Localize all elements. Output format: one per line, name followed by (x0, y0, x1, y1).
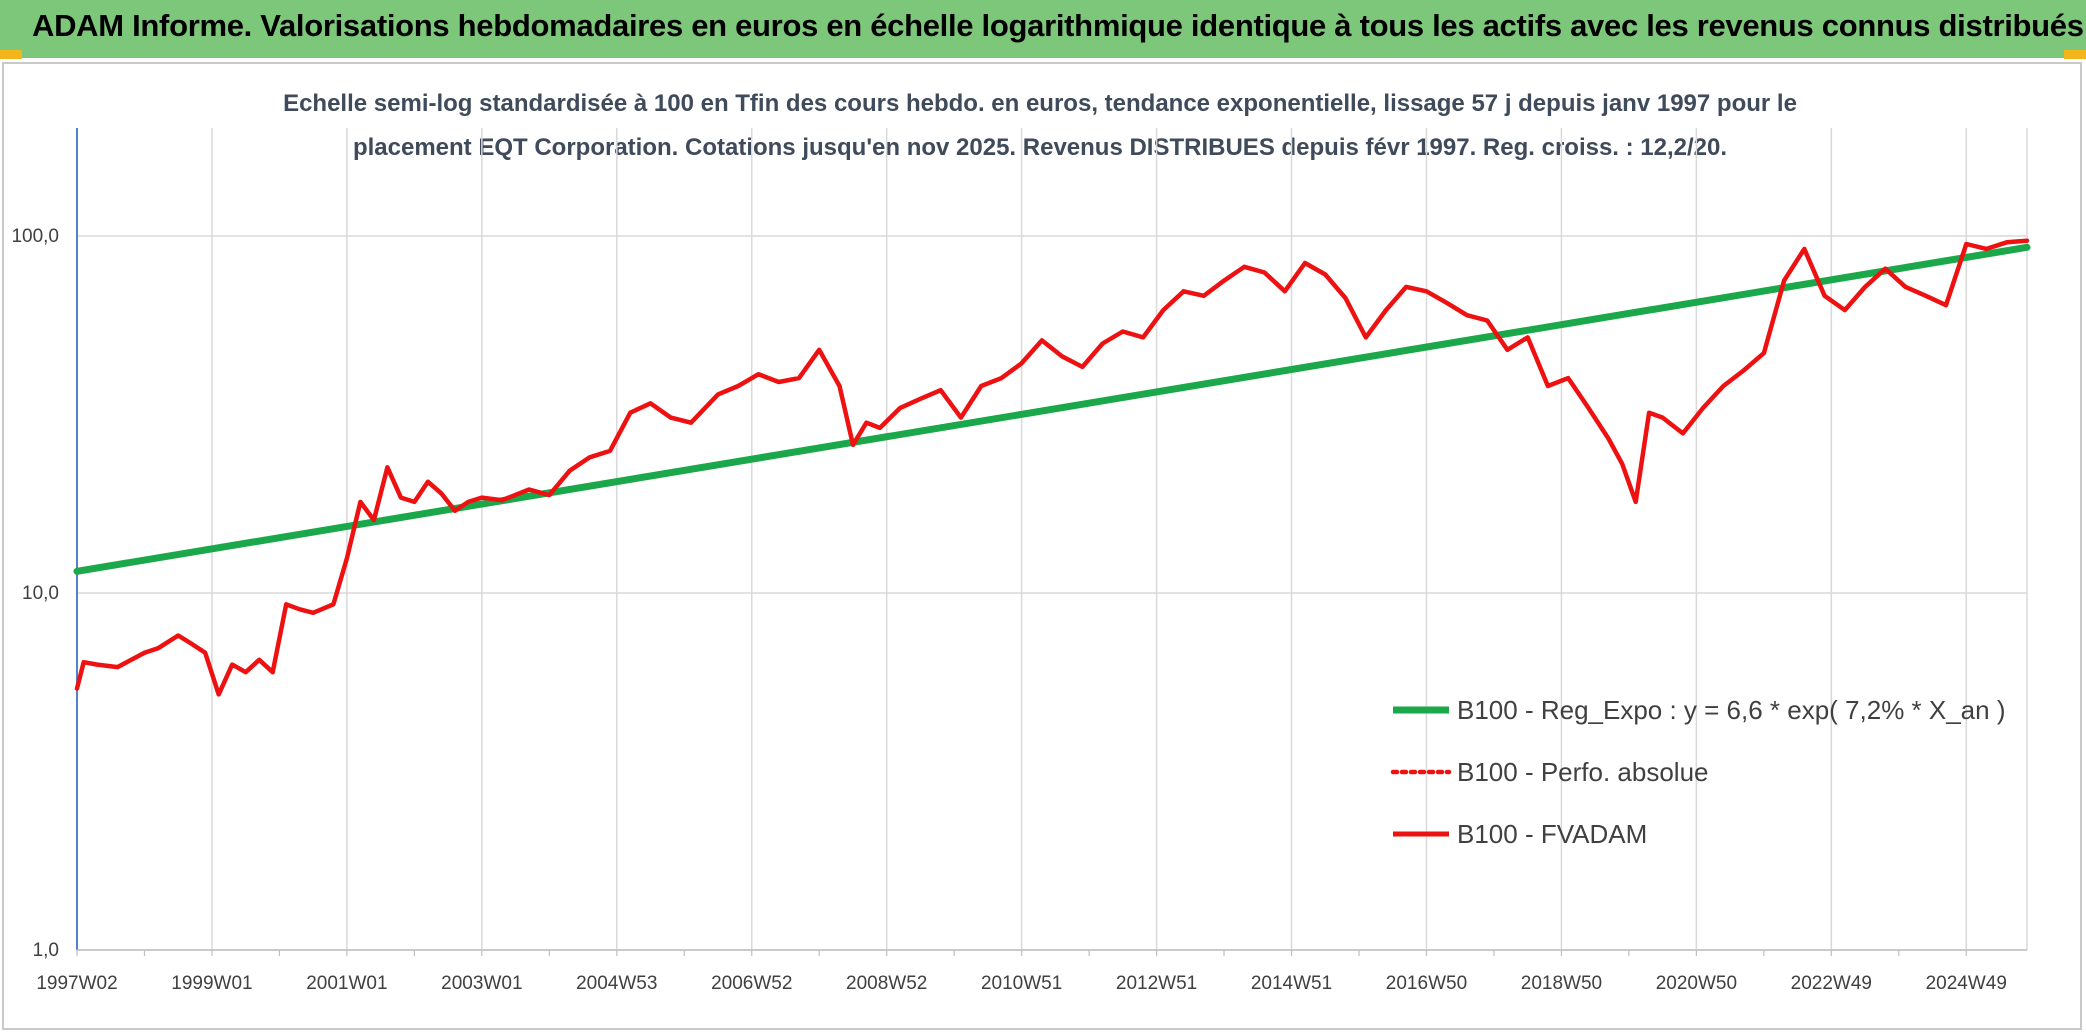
x-tick-label: 2024W49 (1926, 973, 2007, 994)
x-tick-label: 2012W51 (1116, 973, 1197, 994)
grid-layer (77, 128, 2028, 951)
chart-subtitle-line1: Echelle semi-log standardisée à 100 en T… (283, 90, 1797, 117)
series-line-fvadam (74, 238, 2030, 697)
x-tick-label: 2006W52 (711, 973, 792, 994)
series-layer (73, 238, 2031, 697)
y-tick-label: 1,0 (33, 940, 59, 961)
corner-mark-left (0, 50, 22, 59)
x-tick-label: 2016W50 (1386, 973, 1467, 994)
x-tick-label: 2010W51 (981, 973, 1062, 994)
axis-layer: 1,0 10,0 100,0 1997W02 1999W01 2001W01 2003W01… (11, 128, 2027, 994)
chart-frame (2, 62, 2082, 1030)
y-tick-label: 10,0 (22, 583, 59, 604)
x-tick-label: 1999W01 (171, 973, 252, 994)
x-tick-label: 2018W50 (1521, 973, 1602, 994)
x-tick-label: 2003W01 (441, 973, 522, 994)
report-title: ADAM Informe. Valorisations hebdomadaire… (32, 8, 2084, 43)
legend-label: B100 - FVADAM (1457, 819, 1647, 849)
report-header: ADAM Informe. Valorisations hebdomadaire… (0, 0, 2086, 58)
legend-label: B100 - Reg_Expo : y = 6,6 * exp( 7,2% * … (1457, 695, 2006, 725)
chart-subtitle-line2: placement EQT Corporation. Cotations jus… (352, 134, 1728, 161)
legend-label: B100 - Perfo. absolue (1457, 757, 1709, 787)
x-tick-label: 2004W53 (576, 973, 657, 994)
x-tick-label: 2001W01 (306, 973, 387, 994)
corner-mark-right (2064, 50, 2086, 59)
x-tick-label: 2014W51 (1251, 973, 1332, 994)
x-tick-label: 2020W50 (1656, 973, 1737, 994)
y-tick-label: 100,0 (11, 226, 59, 247)
x-tick-label: 1997W02 (36, 973, 117, 994)
x-tick-label: 2008W52 (846, 973, 927, 994)
series-line-regression (73, 243, 2031, 575)
x-tick-label: 2022W49 (1791, 973, 1872, 994)
legend: B100 - Reg_Expo : y = 6,6 * exp( 7,2% * … (1390, 695, 2006, 849)
